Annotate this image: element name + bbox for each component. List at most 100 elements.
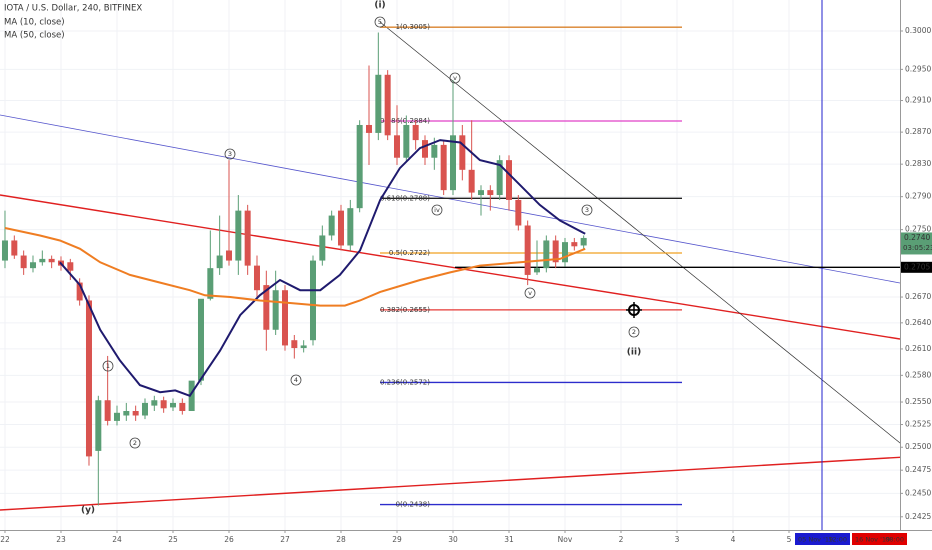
candle-body — [67, 262, 74, 271]
candle-body — [1, 240, 8, 261]
candle-body — [496, 160, 503, 196]
candle-body — [571, 242, 578, 247]
candle-body — [384, 74, 391, 136]
candle-body — [543, 240, 550, 269]
candle-body — [356, 124, 363, 209]
candle-body — [48, 258, 55, 263]
wave-circle — [449, 72, 461, 84]
y-tick-label: 0.2950 — [905, 64, 931, 73]
drawings: 1(0.3005) 0.786(0.2884) 0.618(0.2788) 0.5(0… — [0, 0, 900, 530]
y-tick-label: 0.2475 — [905, 465, 931, 474]
fib-label: 0.382(0.2655) — [380, 306, 430, 314]
y-tick-label: 0.2450 — [905, 488, 931, 497]
wave-label: 4 — [294, 376, 298, 384]
plot — [1, 32, 587, 506]
candle-body — [468, 169, 475, 193]
x-tick-label: 31 — [504, 535, 514, 544]
candle-body — [141, 402, 148, 416]
candle-body — [337, 210, 344, 246]
wave-label: 2 — [632, 328, 636, 336]
x-tick-label: 24 — [112, 535, 122, 544]
trend-line — [0, 456, 900, 511]
candle-body — [291, 340, 298, 349]
x-tick-label: 3 — [675, 535, 680, 544]
wave-circle — [224, 148, 236, 160]
candle-body — [505, 160, 512, 200]
wave-label: v — [453, 74, 457, 82]
fib-label: 0.618(0.2788) — [380, 194, 430, 202]
candle-body — [272, 290, 279, 330]
candle-body — [263, 285, 270, 330]
y-tick-label: 0.2580 — [905, 370, 931, 379]
candle-body — [235, 210, 242, 261]
candle-body — [328, 215, 335, 236]
x-tick-label: 5 — [787, 535, 792, 544]
ma-line — [4, 227, 586, 307]
candle-body — [95, 400, 102, 451]
candle-body — [244, 210, 251, 266]
candle-body — [533, 268, 540, 273]
price-tag-label: 0.2740 — [904, 233, 930, 242]
candle-body — [20, 255, 27, 269]
wave-label: 1 — [106, 362, 110, 370]
y-tick-label: 0.2550 — [905, 397, 931, 406]
candle-body — [104, 400, 111, 421]
fib-label: 0.5(0.2722) — [389, 249, 430, 257]
wave-label: (y) — [81, 506, 95, 516]
candle-body — [160, 400, 167, 409]
wave-circle — [581, 204, 593, 216]
candle-body — [431, 144, 438, 158]
candle-body — [449, 135, 456, 191]
legend-entry: MA (50, close) — [4, 31, 65, 41]
candle-body — [459, 135, 466, 170]
wave-circle — [102, 360, 114, 372]
y-tick-label: 0.2425 — [905, 512, 931, 521]
time-tag-time: 08:00 — [885, 536, 904, 544]
candle-body — [580, 237, 587, 246]
wave-label: 3 — [228, 150, 232, 158]
trend-line — [0, 114, 900, 284]
x-tick-label: 25 — [168, 535, 178, 544]
y-tick-label: 0.2640 — [905, 318, 931, 327]
trend-line — [379, 21, 900, 444]
wave-label: 5 — [378, 18, 382, 26]
candle-body — [123, 411, 130, 416]
candle-body — [179, 402, 186, 412]
chart-title: IOTA / U.S. Dollar, 240, BITFINEX — [4, 4, 142, 14]
wave-circle — [129, 437, 141, 449]
fib-label: 0.786(0.2884) — [380, 117, 430, 125]
candle-body — [319, 235, 326, 261]
fib-label: 1(0.3005) — [396, 23, 431, 31]
y-tick-label: 0.2610 — [905, 344, 931, 353]
candle-body — [477, 190, 484, 196]
candle-body — [487, 190, 494, 196]
price-tag-countdown: 03:05:23 — [903, 244, 932, 252]
candle-body — [207, 268, 214, 299]
wave-label: (i) — [374, 1, 385, 11]
price-tag-label: 0.2705 — [904, 262, 930, 271]
wave-circle — [431, 204, 443, 216]
candle-body — [197, 298, 204, 381]
y-tick-label: 0.3000 — [905, 26, 931, 35]
candle-body — [524, 225, 531, 275]
candle-body — [29, 262, 36, 269]
candle-body — [225, 250, 232, 261]
y-tick-label: 0.2910 — [905, 96, 931, 105]
candle-body — [300, 345, 307, 349]
y-tick-label: 0.2790 — [905, 192, 931, 201]
y-tick-label: 0.2750 — [905, 225, 931, 234]
candle-body — [347, 208, 354, 246]
candle-body — [39, 258, 46, 263]
x-tick-label: 30 — [448, 535, 458, 544]
candle-body — [440, 144, 447, 191]
candle-body — [412, 124, 419, 141]
wave-label: iv — [434, 206, 440, 214]
candle-body — [132, 411, 139, 416]
y-tick-label: 0.2870 — [905, 127, 931, 136]
candle-body — [552, 240, 559, 263]
time-tag-date: 16 Nov '19 — [855, 536, 890, 544]
candle-body — [216, 255, 223, 269]
x-tick-label: 26 — [224, 535, 234, 544]
x-tick-label: 27 — [280, 535, 290, 544]
